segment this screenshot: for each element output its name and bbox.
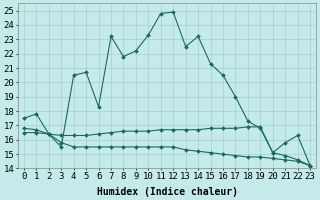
- X-axis label: Humidex (Indice chaleur): Humidex (Indice chaleur): [97, 186, 237, 197]
